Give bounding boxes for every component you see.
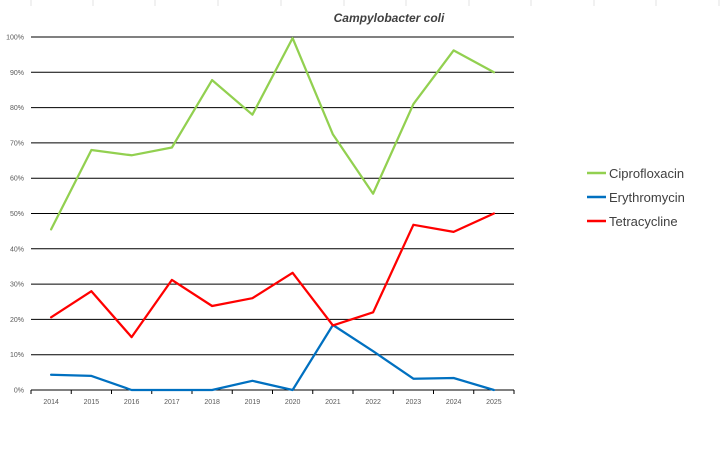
y-tick-label: 100%: [6, 35, 24, 42]
y-tick-label: 0%: [14, 388, 24, 395]
y-tick-label: 90%: [10, 70, 24, 77]
x-tick-label: 2020: [285, 399, 301, 406]
x-tick-label: 2025: [486, 399, 502, 406]
x-tick-label: 2014: [43, 399, 59, 406]
y-tick-label: 20%: [10, 317, 24, 324]
x-tick-label: 2019: [245, 399, 261, 406]
chart-title: Campylobacter coli: [334, 11, 445, 25]
y-tick-label: 60%: [10, 176, 24, 183]
y-tick-label: 10%: [10, 352, 24, 359]
x-tick-label: 2018: [204, 399, 220, 406]
x-tick-label: 2024: [446, 399, 462, 406]
x-tick-label: 2015: [84, 399, 100, 406]
y-tick-label: 80%: [10, 105, 24, 112]
x-tick-label: 2023: [406, 399, 422, 406]
legend-label: Ciprofloxacin: [609, 166, 684, 181]
y-tick-label: 30%: [10, 282, 24, 289]
x-axis-tick-labels: 2014 2015 2016 2017 2018 2019 2020 2021 2022 2023…: [43, 399, 501, 406]
legend-label: Tetracycline: [609, 214, 678, 229]
x-tick-label: 2022: [365, 399, 381, 406]
series-line-tetracycline: [49, 212, 496, 339]
series-line-ciprofloxacin: [49, 36, 496, 231]
chart-gridlines: [30, 36, 515, 394]
x-tick-label: 2021: [325, 399, 341, 406]
y-tick-label: 40%: [10, 246, 24, 253]
legend: Ciprofloxacin Erythromycin Tetracycline: [587, 166, 685, 229]
series-line-erythromycin: [49, 323, 496, 392]
series-lines: [49, 36, 496, 392]
y-tick-label: 70%: [10, 140, 24, 147]
x-tick-label: 2016: [124, 399, 140, 406]
y-tick-label: 50%: [10, 211, 24, 218]
x-tick-label: 2017: [164, 399, 180, 406]
y-axis-tick-labels: 0% 10% 20% 30% 40% 50% 60% 70% 80% 90% 100%: [6, 35, 24, 395]
legend-label: Erythromycin: [609, 190, 685, 205]
